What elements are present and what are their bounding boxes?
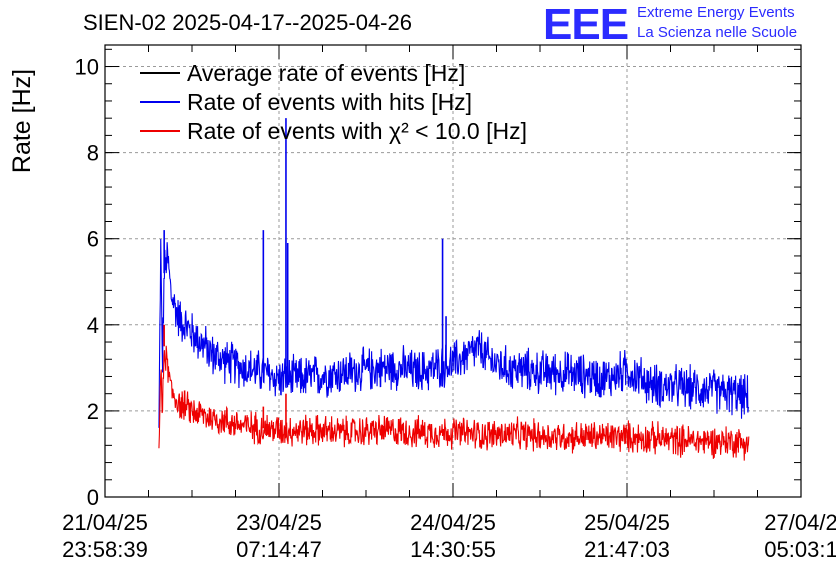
legend-label-average: Average rate of events [Hz] <box>187 60 465 86</box>
y-tick-label: 0 <box>87 485 99 510</box>
chart-title: SIEN-02 2025-04-17--2025-04-26 <box>83 10 412 35</box>
y-tick-label: 6 <box>87 227 99 252</box>
x-tick-time-label: 21:47:03 <box>584 537 670 562</box>
y-tick-label: 2 <box>87 399 99 424</box>
y-tick-label: 8 <box>87 141 99 166</box>
y-tick-label: 10 <box>75 55 99 80</box>
x-tick-time-label: 05:03:1 <box>764 537 836 562</box>
y-axis-label: Rate [Hz] <box>8 69 36 173</box>
x-tick-time-label: 23:58:39 <box>62 537 148 562</box>
x-tick-time-label: 14:30:55 <box>410 537 496 562</box>
x-tick-date-label: 24/04/25 <box>410 510 496 535</box>
legend-label-chi2: Rate of events with χ² < 10.0 [Hz] <box>187 118 527 144</box>
series-line-hits <box>158 239 750 428</box>
y-tick-label: 4 <box>87 313 99 338</box>
series-line-chi2 <box>158 345 750 461</box>
x-tick-date-label: 27/04/2 <box>764 510 836 535</box>
x-tick-time-label: 07:14:47 <box>236 537 322 562</box>
logo-line-1: Extreme Energy Events <box>637 4 795 21</box>
x-tick-date-label: 21/04/25 <box>62 510 148 535</box>
logo-line-2: La Scienza nelle Scuole <box>637 24 798 41</box>
legend-label-hits: Rate of events with hits [Hz] <box>187 89 472 115</box>
x-tick-date-label: 25/04/25 <box>584 510 670 535</box>
logo-mark: EEE <box>543 0 629 49</box>
x-tick-date-label: 23/04/25 <box>236 510 322 535</box>
eee-logo: EEE Extreme Energy Events La Scienza nel… <box>543 0 833 49</box>
